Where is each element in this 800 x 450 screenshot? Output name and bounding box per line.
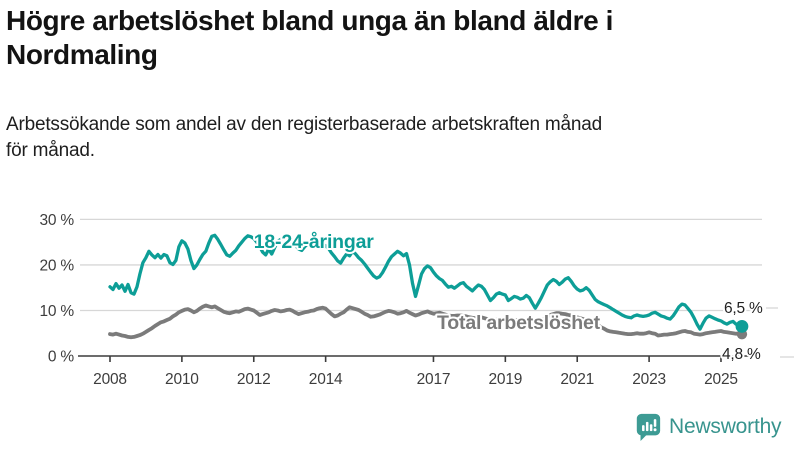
x-tick-label: 2014 — [309, 371, 343, 388]
x-tick-label: 2010 — [165, 371, 199, 388]
y-tick-label: 10 % — [39, 303, 74, 320]
line-chart-svg: 0 % 10 % 20 % 30 % 2008 2010 2012 2014 2017 2019 2… — [39, 212, 794, 388]
series-line-total — [108, 303, 744, 340]
series-label-total: Total arbetslöshet — [437, 312, 601, 334]
bar-chart-speech-bubble-icon — [636, 413, 661, 441]
y-tick-label: 0 % — [48, 349, 75, 366]
newsworthy-logo[interactable]: Newsworthy — [634, 410, 782, 444]
x-tick-label: 2023 — [632, 371, 666, 388]
x-tick-label: 2008 — [93, 371, 127, 388]
y-tick-label: 30 % — [39, 212, 74, 229]
chart-subtitle: Arbetssökande som andel av den registerb… — [6, 114, 603, 162]
x-tick-label: 2021 — [560, 371, 594, 388]
end-value-label-youth: 6,5 % — [724, 300, 763, 317]
endpoint-dot-youth — [735, 320, 749, 333]
x-tick-label: 2025 — [704, 371, 738, 388]
y-tick-label: 20 % — [39, 257, 74, 274]
x-tick-label: 2017 — [417, 371, 451, 388]
brand-name: Newsworthy — [669, 415, 782, 438]
unemployment-line-chart: 0 % 10 % 20 % 30 % 2008 2010 2012 2014 2017 2019 2… — [0, 198, 800, 410]
series-line-youth — [108, 233, 744, 331]
chart-title: Högre arbetslöshet bland unga än bland ä… — [6, 5, 614, 71]
end-value-label-total: 4,8 % — [722, 346, 761, 363]
series-label-youth: 18-24-åringar — [254, 230, 374, 253]
x-tick-label: 2019 — [488, 371, 522, 388]
x-tick-label: 2012 — [237, 371, 271, 388]
